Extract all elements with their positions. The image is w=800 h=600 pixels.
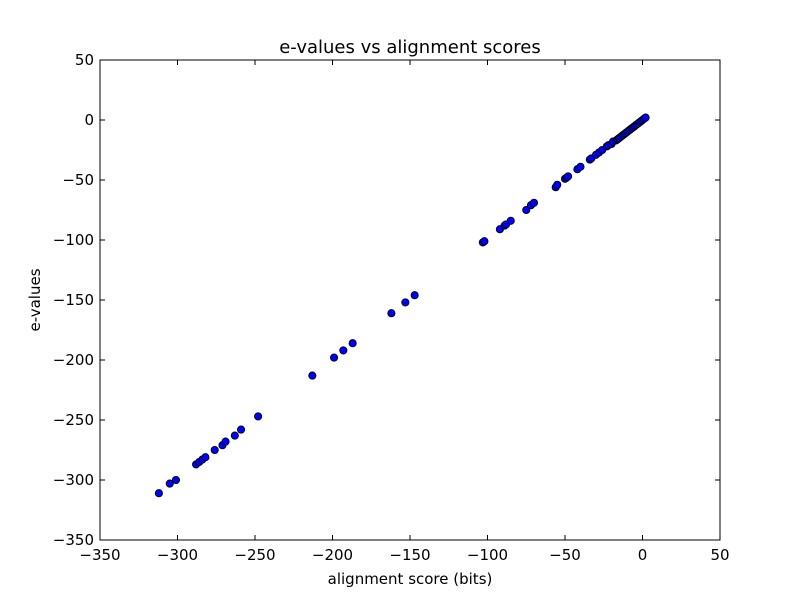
y-tick-label: −100 bbox=[53, 231, 94, 249]
y-tick-label: 0 bbox=[84, 111, 94, 129]
data-point bbox=[553, 180, 562, 189]
data-point bbox=[401, 298, 410, 307]
data-points bbox=[154, 113, 650, 498]
y-axis-ticks: −350 −300 −250 −200 −150 −100 −50 0 50 bbox=[53, 51, 720, 549]
x-axis-ticks: −350 −300 −250 −200 −150 −100 −50 0 50 bbox=[79, 60, 730, 564]
data-point bbox=[339, 346, 348, 355]
y-axis-label: e-values bbox=[26, 268, 44, 331]
chart-title: e-values vs alignment scores bbox=[279, 37, 541, 58]
data-point bbox=[529, 198, 539, 207]
data-point bbox=[576, 162, 585, 171]
x-axis-label: alignment score (bits) bbox=[328, 570, 493, 588]
data-point bbox=[641, 113, 650, 122]
y-tick-label: −50 bbox=[62, 171, 94, 189]
y-tick-label: −300 bbox=[53, 471, 94, 489]
y-tick-label: −350 bbox=[53, 531, 94, 549]
data-point bbox=[348, 339, 357, 348]
x-tick-label: −50 bbox=[549, 546, 581, 564]
x-tick-label: −350 bbox=[79, 546, 120, 564]
data-point bbox=[210, 445, 219, 455]
data-point bbox=[154, 489, 163, 498]
data-point bbox=[171, 475, 180, 485]
data-point bbox=[329, 353, 339, 362]
data-point bbox=[236, 425, 246, 434]
x-tick-label: 0 bbox=[638, 546, 648, 564]
data-point bbox=[201, 453, 210, 462]
x-tick-label: −100 bbox=[467, 546, 508, 564]
y-tick-label: −150 bbox=[53, 291, 94, 309]
y-tick-label: −250 bbox=[53, 411, 94, 429]
data-point bbox=[564, 172, 573, 181]
data-point bbox=[308, 371, 317, 380]
data-point bbox=[221, 437, 230, 446]
data-point bbox=[254, 412, 263, 421]
data-point bbox=[230, 431, 239, 440]
y-tick-label: −200 bbox=[53, 351, 94, 369]
y-tick-label: 50 bbox=[75, 51, 94, 69]
data-point bbox=[506, 216, 515, 225]
data-point bbox=[410, 291, 419, 300]
data-point bbox=[165, 479, 174, 488]
x-tick-label: −150 bbox=[389, 546, 430, 564]
data-point bbox=[480, 237, 489, 246]
x-tick-label: −250 bbox=[234, 546, 275, 564]
x-tick-label: −200 bbox=[312, 546, 353, 564]
x-tick-label: −300 bbox=[157, 546, 198, 564]
data-point bbox=[522, 205, 531, 215]
data-point bbox=[387, 309, 396, 318]
x-tick-label: 50 bbox=[710, 546, 729, 564]
